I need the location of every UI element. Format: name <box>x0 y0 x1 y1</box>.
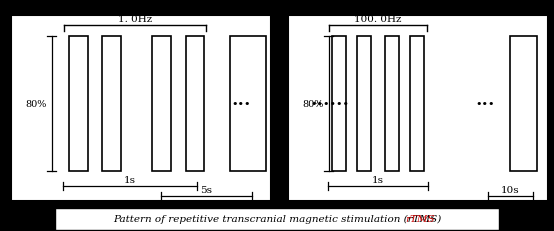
Text: 10s: 10s <box>501 185 520 194</box>
Text: ••••••: •••••• <box>310 99 349 109</box>
Text: •••: ••• <box>231 99 251 109</box>
Bar <box>288 16 548 201</box>
Bar <box>186 37 204 171</box>
Bar <box>11 16 271 201</box>
Bar <box>69 37 88 171</box>
Bar <box>230 37 266 171</box>
Text: •••: ••• <box>475 99 495 109</box>
Text: 1. 0Hz: 1. 0Hz <box>118 15 152 24</box>
Text: 5s: 5s <box>201 185 212 194</box>
Bar <box>332 37 346 171</box>
Text: 80%: 80% <box>302 100 324 108</box>
Bar <box>55 208 499 230</box>
Text: 1s: 1s <box>124 175 136 184</box>
Bar <box>385 37 399 171</box>
Bar <box>102 37 121 171</box>
Bar <box>510 37 537 171</box>
Text: 100. 0Hz: 100. 0Hz <box>354 15 401 24</box>
Text: 80%: 80% <box>25 100 47 108</box>
Text: Pattern of repetitive transcranial magnetic stimulation (rTMS): Pattern of repetitive transcranial magne… <box>113 214 441 224</box>
Text: 1s: 1s <box>372 175 384 184</box>
Bar <box>152 37 171 171</box>
Bar <box>357 37 371 171</box>
Bar <box>410 37 424 171</box>
Text: rTMS: rTMS <box>405 215 434 223</box>
